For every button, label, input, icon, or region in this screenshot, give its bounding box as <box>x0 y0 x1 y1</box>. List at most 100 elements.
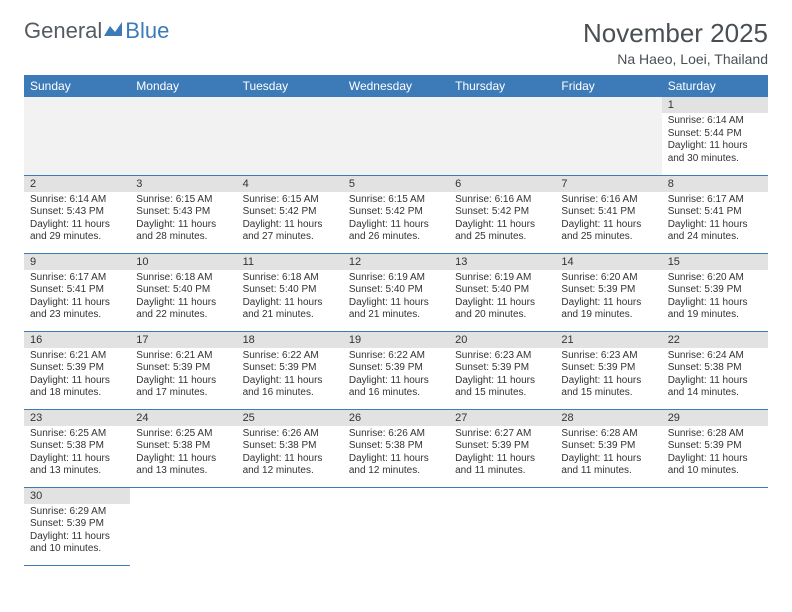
day-body: Sunrise: 6:19 AMSunset: 5:40 PMDaylight:… <box>449 270 555 326</box>
sunrise-line: Sunrise: 6:27 AM <box>455 428 549 441</box>
daylight-line: Daylight: 11 hours and 10 minutes. <box>30 531 124 556</box>
sunset-line: Sunset: 5:41 PM <box>561 206 655 219</box>
day-body: Sunrise: 6:18 AMSunset: 5:40 PMDaylight:… <box>130 270 236 326</box>
calendar-cell <box>130 97 236 175</box>
day-number: 6 <box>449 176 555 192</box>
daylight-line: Daylight: 11 hours and 16 minutes. <box>243 375 337 400</box>
day-body: Sunrise: 6:17 AMSunset: 5:41 PMDaylight:… <box>662 192 768 248</box>
calendar-cell <box>237 487 343 565</box>
weekday-header: Thursday <box>449 75 555 97</box>
calendar-cell: 12Sunrise: 6:19 AMSunset: 5:40 PMDayligh… <box>343 253 449 331</box>
calendar-cell: 20Sunrise: 6:23 AMSunset: 5:39 PMDayligh… <box>449 331 555 409</box>
day-number: 30 <box>24 488 130 504</box>
calendar-cell: 11Sunrise: 6:18 AMSunset: 5:40 PMDayligh… <box>237 253 343 331</box>
calendar-cell <box>343 487 449 565</box>
sunset-line: Sunset: 5:40 PM <box>349 284 443 297</box>
daylight-line: Daylight: 11 hours and 23 minutes. <box>30 297 124 322</box>
location: Na Haeo, Loei, Thailand <box>583 51 768 67</box>
daylight-line: Daylight: 11 hours and 16 minutes. <box>349 375 443 400</box>
daylight-line: Daylight: 11 hours and 17 minutes. <box>136 375 230 400</box>
day-number: 16 <box>24 332 130 348</box>
calendar-body: 1Sunrise: 6:14 AMSunset: 5:44 PMDaylight… <box>24 97 768 565</box>
sunset-line: Sunset: 5:39 PM <box>455 362 549 375</box>
daylight-line: Daylight: 11 hours and 12 minutes. <box>349 453 443 478</box>
sunset-line: Sunset: 5:38 PM <box>668 362 762 375</box>
sunrise-line: Sunrise: 6:24 AM <box>668 350 762 363</box>
daylight-line: Daylight: 11 hours and 24 minutes. <box>668 219 762 244</box>
day-body: Sunrise: 6:15 AMSunset: 5:42 PMDaylight:… <box>237 192 343 248</box>
daylight-line: Daylight: 11 hours and 26 minutes. <box>349 219 443 244</box>
day-body: Sunrise: 6:14 AMSunset: 5:43 PMDaylight:… <box>24 192 130 248</box>
daylight-line: Daylight: 11 hours and 11 minutes. <box>455 453 549 478</box>
sunset-line: Sunset: 5:42 PM <box>349 206 443 219</box>
daylight-line: Daylight: 11 hours and 12 minutes. <box>243 453 337 478</box>
sunrise-line: Sunrise: 6:22 AM <box>243 350 337 363</box>
calendar-head: SundayMondayTuesdayWednesdayThursdayFrid… <box>24 75 768 97</box>
day-body: Sunrise: 6:22 AMSunset: 5:39 PMDaylight:… <box>343 348 449 404</box>
calendar-cell: 19Sunrise: 6:22 AMSunset: 5:39 PMDayligh… <box>343 331 449 409</box>
sunrise-line: Sunrise: 6:15 AM <box>349 194 443 207</box>
flag-icon <box>104 18 126 44</box>
sunset-line: Sunset: 5:41 PM <box>30 284 124 297</box>
calendar-cell: 18Sunrise: 6:22 AMSunset: 5:39 PMDayligh… <box>237 331 343 409</box>
day-number: 2 <box>24 176 130 192</box>
calendar-cell: 25 Sunrise: 6:26 AMSunset: 5:38 PMDayligh… <box>237 409 343 487</box>
calendar-cell <box>449 97 555 175</box>
calendar-cell: 4Sunrise: 6:15 AMSunset: 5:42 PMDaylight… <box>237 175 343 253</box>
sunrise-line: Sunrise: 6:26 AM <box>349 428 443 441</box>
sunset-line: Sunset: 5:39 PM <box>561 440 655 453</box>
day-number: 24 <box>130 410 236 426</box>
sunrise-line: Sunrise: 6:28 AM <box>668 428 762 441</box>
day-number: 12 <box>343 254 449 270</box>
sunset-line: Sunset: 5:38 PM <box>243 440 337 453</box>
day-number: 1 <box>662 97 768 113</box>
calendar-cell: 21Sunrise: 6:23 AMSunset: 5:39 PMDayligh… <box>555 331 661 409</box>
daylight-line: Daylight: 11 hours and 13 minutes. <box>30 453 124 478</box>
day-number: 9 <box>24 254 130 270</box>
sunrise-line: Sunrise: 6:16 AM <box>455 194 549 207</box>
header: General Blue November 2025 Na Haeo, Loei… <box>24 18 768 67</box>
logo-text-blue: Blue <box>125 18 169 44</box>
logo-text-general: General <box>24 18 102 44</box>
calendar-cell: 13Sunrise: 6:19 AMSunset: 5:40 PMDayligh… <box>449 253 555 331</box>
calendar-cell <box>555 487 661 565</box>
day-number: 20 <box>449 332 555 348</box>
calendar-cell: 9Sunrise: 6:17 AMSunset: 5:41 PMDaylight… <box>24 253 130 331</box>
calendar-cell: 24Sunrise: 6:25 AMSunset: 5:38 PMDayligh… <box>130 409 236 487</box>
weekday-header: Monday <box>130 75 236 97</box>
day-number: 22 <box>662 332 768 348</box>
sunrise-line: Sunrise: 6:20 AM <box>668 272 762 285</box>
calendar-cell: 16Sunrise: 6:21 AMSunset: 5:39 PMDayligh… <box>24 331 130 409</box>
day-number: 17 <box>130 332 236 348</box>
sunset-line: Sunset: 5:44 PM <box>668 128 762 141</box>
calendar-cell <box>662 487 768 565</box>
day-number: 5 <box>343 176 449 192</box>
sunset-line: Sunset: 5:38 PM <box>136 440 230 453</box>
daylight-line: Daylight: 11 hours and 27 minutes. <box>243 219 337 244</box>
sunrise-line: Sunrise: 6:21 AM <box>30 350 124 363</box>
sunset-line: Sunset: 5:43 PM <box>136 206 230 219</box>
sunset-line: Sunset: 5:41 PM <box>668 206 762 219</box>
day-number: 29 <box>662 410 768 426</box>
day-number: 25 <box>237 410 343 426</box>
calendar-cell: 30Sunrise: 6:29 AMSunset: 5:39 PMDayligh… <box>24 487 130 565</box>
sunset-line: Sunset: 5:39 PM <box>243 362 337 375</box>
daylight-line: Daylight: 11 hours and 18 minutes. <box>30 375 124 400</box>
daylight-line: Daylight: 11 hours and 11 minutes. <box>561 453 655 478</box>
daylight-line: Daylight: 11 hours and 15 minutes. <box>455 375 549 400</box>
sunrise-line: Sunrise: 6:20 AM <box>561 272 655 285</box>
sunset-line: Sunset: 5:39 PM <box>455 440 549 453</box>
sunrise-line: Sunrise: 6:18 AM <box>243 272 337 285</box>
day-number: 26 <box>343 410 449 426</box>
weekday-header: Saturday <box>662 75 768 97</box>
sunset-line: Sunset: 5:40 PM <box>136 284 230 297</box>
calendar-cell: 26Sunrise: 6:26 AMSunset: 5:38 PMDayligh… <box>343 409 449 487</box>
day-number: 23 <box>24 410 130 426</box>
daylight-line: Daylight: 11 hours and 22 minutes. <box>136 297 230 322</box>
day-number: 13 <box>449 254 555 270</box>
day-body: Sunrise: 6:28 AMSunset: 5:39 PMDaylight:… <box>662 426 768 482</box>
day-body: Sunrise: 6:18 AMSunset: 5:40 PMDaylight:… <box>237 270 343 326</box>
day-body: Sunrise: 6:22 AMSunset: 5:39 PMDaylight:… <box>237 348 343 404</box>
sunrise-line: Sunrise: 6:26 AM <box>243 428 337 441</box>
sunrise-line: Sunrise: 6:15 AM <box>243 194 337 207</box>
